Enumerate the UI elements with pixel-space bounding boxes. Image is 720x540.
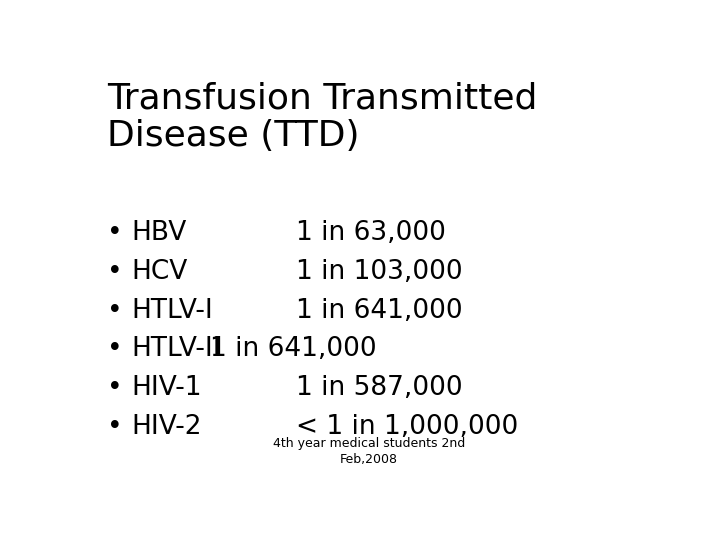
- Text: Transfusion Transmitted
Disease (TTD): Transfusion Transmitted Disease (TTD): [107, 82, 537, 153]
- Text: •: •: [107, 414, 123, 440]
- Text: HIV-1: HIV-1: [132, 375, 202, 401]
- Text: < 1 in 1,000,000: < 1 in 1,000,000: [297, 414, 518, 440]
- Text: •: •: [107, 259, 123, 285]
- Text: HTLV-I: HTLV-I: [132, 298, 214, 323]
- Text: 4th year medical students 2nd
Feb,2008: 4th year medical students 2nd Feb,2008: [273, 437, 465, 466]
- Text: 1 in 641,000: 1 in 641,000: [297, 298, 463, 323]
- Text: HTLV-II: HTLV-II: [132, 336, 222, 362]
- Text: HIV-2: HIV-2: [132, 414, 202, 440]
- Text: HBV: HBV: [132, 220, 187, 246]
- Text: •: •: [107, 220, 123, 246]
- Text: 1 in 103,000: 1 in 103,000: [297, 259, 463, 285]
- Text: •: •: [107, 336, 123, 362]
- Text: 1 in 641,000: 1 in 641,000: [210, 336, 377, 362]
- Text: •: •: [107, 375, 123, 401]
- Text: 1 in 63,000: 1 in 63,000: [297, 220, 446, 246]
- Text: 1 in 587,000: 1 in 587,000: [297, 375, 463, 401]
- Text: HCV: HCV: [132, 259, 188, 285]
- Text: •: •: [107, 298, 123, 323]
